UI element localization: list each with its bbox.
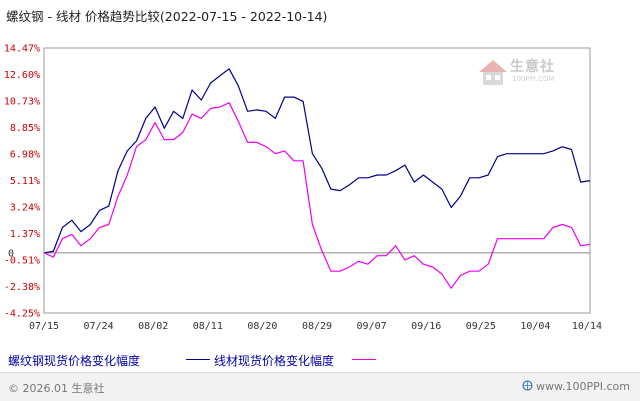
legend-swatch-rebar xyxy=(186,359,210,360)
x-tick-label: 08/20 xyxy=(247,321,277,332)
x-tick-label: 09/07 xyxy=(357,321,387,332)
price-trend-chart: 14.47% 12.60% 10.73% 8.85% 6.98% 5.11% 3.24% 1.… xyxy=(4,44,602,333)
y-tick-label: 3.24% xyxy=(10,202,40,213)
y-tick-label: 12.60% xyxy=(4,70,40,81)
x-tick-label: 08/29 xyxy=(302,321,332,332)
watermark-text: 生意社 xyxy=(510,59,555,75)
y-tick-label: 6.98% xyxy=(10,150,40,161)
house-logo-icon xyxy=(479,60,507,85)
y-tick-label: -4.25% xyxy=(4,309,40,320)
y-tick-label: -2.38% xyxy=(4,282,40,293)
legend-label-rebar: 螺纹钢现货价格变化幅度 xyxy=(8,354,141,368)
x-tick-label: 09/16 xyxy=(411,321,441,332)
watermark-logo: 生意社 100PPI.COM xyxy=(478,56,578,92)
globe-icon xyxy=(522,380,533,391)
series-line-rebar xyxy=(43,68,591,254)
x-tick-label: 10/14 xyxy=(572,321,602,332)
x-tick-label: 07/24 xyxy=(84,321,114,332)
x-tick-label: 07/15 xyxy=(29,321,59,332)
series-line-wire xyxy=(43,102,591,289)
legend-swatch-wire xyxy=(352,359,376,360)
plot-frame xyxy=(43,47,591,314)
site-url[interactable]: www.100PPI.com xyxy=(536,380,630,393)
chart-title: 螺纹钢 - 线材 价格趋势比较(2022-07-15 - 2022-10-14) xyxy=(6,9,328,24)
legend-label-wire: 线材现货价格变化幅度 xyxy=(214,354,335,368)
legend: 螺纹钢现货价格变化幅度 线材现货价格变化幅度 xyxy=(0,348,640,370)
watermark-url: 100PPI.COM xyxy=(512,75,555,83)
footer: © 2026.01 生意社 www.100PPI.com xyxy=(0,372,640,401)
tick-labels: 14.47% 12.60% 10.73% 8.85% 6.98% 5.11% 3.24% 1.… xyxy=(4,44,602,333)
y-tick-label: 14.47% xyxy=(4,44,40,55)
y-tick-label: 8.85% xyxy=(10,123,40,134)
y-tick-label: 10.73% xyxy=(4,96,40,107)
y-tick-label: 5.11% xyxy=(10,176,40,187)
x-tick-label: 08/02 xyxy=(138,321,168,332)
x-tick-label: 09/25 xyxy=(466,321,496,332)
zero-label: 0 xyxy=(8,248,14,259)
x-tick-label: 08/11 xyxy=(193,321,223,332)
series-lines xyxy=(43,68,591,289)
y-tick-label: 1.37% xyxy=(10,229,40,240)
x-tick-label: 10/04 xyxy=(520,321,550,332)
site-link[interactable]: www.100PPI.com xyxy=(522,380,630,393)
copyright-text: © 2026.01 生意社 xyxy=(8,382,105,395)
y-tick-label: -0.51% xyxy=(4,256,40,267)
axes xyxy=(43,47,591,314)
